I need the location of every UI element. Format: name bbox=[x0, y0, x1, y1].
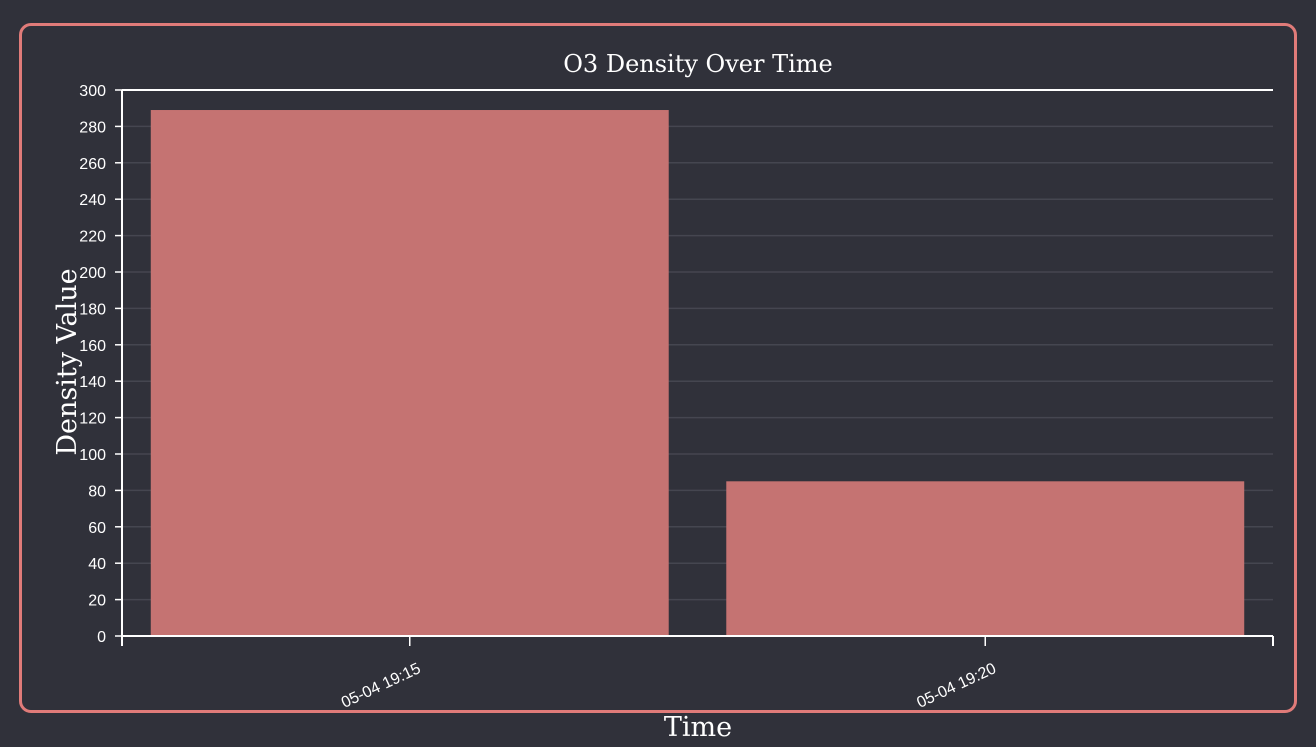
y-tick-label: 80 bbox=[88, 483, 106, 500]
x-tick-label: 05-04 19:20 bbox=[914, 660, 999, 712]
y-tick-label: 40 bbox=[88, 556, 106, 573]
bars bbox=[150, 110, 1245, 636]
y-tick-label: 160 bbox=[79, 338, 106, 355]
bar bbox=[726, 481, 1245, 636]
y-tick-label: 140 bbox=[79, 374, 106, 391]
y-tick-label: 120 bbox=[79, 411, 106, 428]
y-tick-label: 300 bbox=[79, 83, 106, 100]
y-tick-label: 280 bbox=[79, 119, 106, 136]
chart-title: O3 Density Over Time bbox=[563, 50, 832, 78]
y-axis-title: Density Value bbox=[52, 268, 83, 455]
axes bbox=[115, 89, 1274, 646]
y-tick-label: 180 bbox=[79, 301, 106, 318]
y-tick-label: 200 bbox=[79, 265, 106, 282]
chart-frame bbox=[19, 23, 1297, 713]
y-tick-label: 100 bbox=[79, 447, 106, 464]
bar bbox=[150, 110, 669, 636]
x-axis-title: Time bbox=[664, 712, 732, 743]
y-tick-label: 20 bbox=[88, 593, 106, 610]
y-tick-label: 0 bbox=[97, 629, 106, 646]
y-tick-label: 240 bbox=[79, 192, 106, 209]
y-tick-label: 220 bbox=[79, 229, 106, 246]
y-tick-label: 260 bbox=[79, 156, 106, 173]
x-tick-label: 05-04 19:15 bbox=[339, 660, 424, 712]
y-tick-label: 60 bbox=[88, 520, 106, 537]
